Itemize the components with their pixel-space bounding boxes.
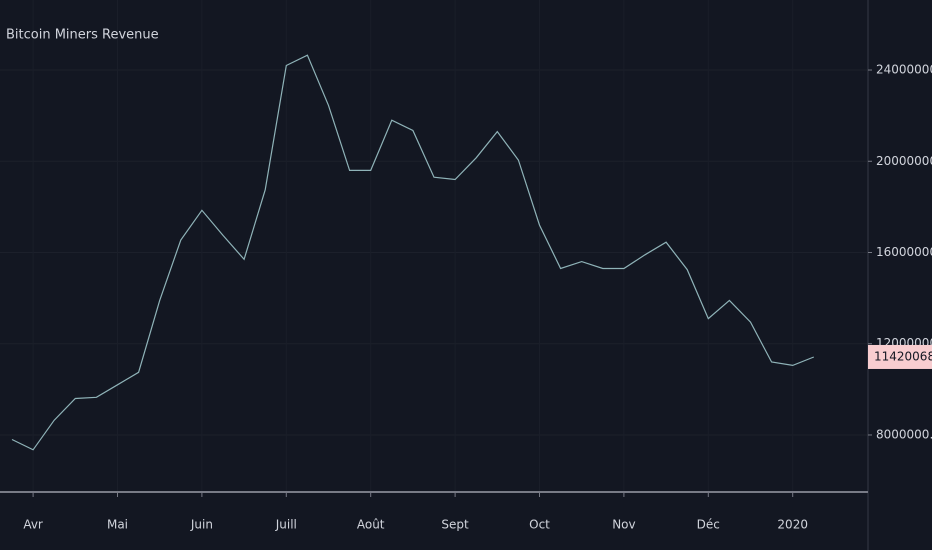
x-tick-label: Juill <box>275 518 297 532</box>
x-tick-label: 2020 <box>777 518 808 532</box>
x-tick-label: Juin <box>190 518 213 532</box>
x-tick-label: Avr <box>23 518 43 532</box>
last-value-label: 11420068.67 <box>874 349 932 363</box>
x-tick-label: Août <box>357 518 385 532</box>
y-tick-label: 24000000.00 <box>876 63 932 77</box>
y-tick-label: 16000000.00 <box>876 245 932 259</box>
y-tick-label: 8000000.00 <box>876 427 932 441</box>
line <box>11 54 815 451</box>
x-tick-label: Sept <box>441 518 469 532</box>
x-tick-label: Mai <box>107 518 128 532</box>
x-tick-label: Oct <box>529 518 550 532</box>
x-tick-label: Déc <box>697 518 720 532</box>
grid <box>0 0 868 492</box>
x-tick-label: Nov <box>612 518 635 532</box>
chart-title: Bitcoin Miners Revenue <box>6 28 159 43</box>
last-value-badge <box>868 344 932 369</box>
y-tick-label: 20000000.00 <box>876 154 932 168</box>
